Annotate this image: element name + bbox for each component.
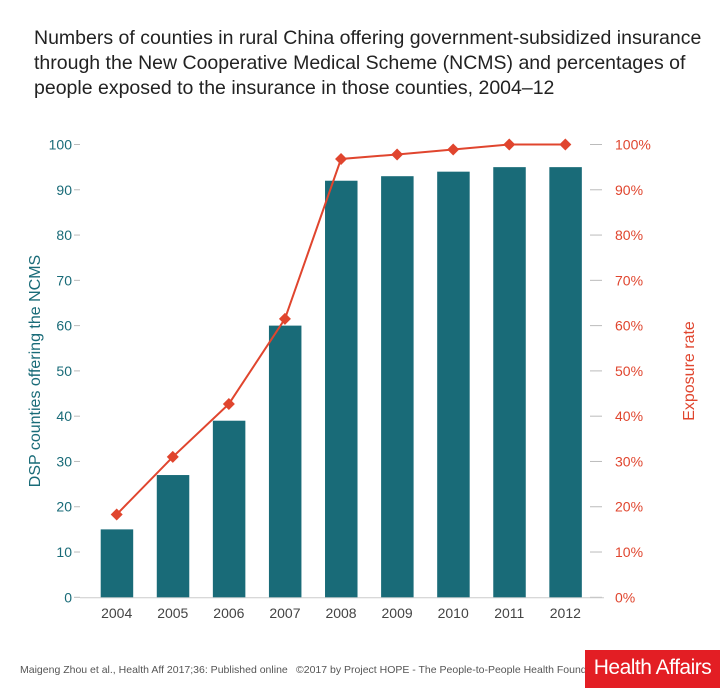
exposure-marker-2006	[222, 397, 235, 410]
x-tick-label: 2008	[325, 605, 356, 621]
exposure-marker-2007	[278, 312, 291, 325]
left-tick-label: 50	[56, 363, 72, 379]
bar-2004	[100, 529, 134, 598]
exposure-marker-2010	[447, 143, 460, 156]
left-tick-label: 70	[56, 272, 72, 288]
right-tick-label: 100%	[615, 137, 651, 153]
left-tick-label: 30	[56, 453, 72, 469]
right-tick-label: 90%	[615, 182, 643, 198]
copyright: ©2017 by Project HOPE - The People-to-Pe…	[296, 664, 633, 676]
bar-2007	[268, 325, 302, 598]
exposure-marker-2004	[110, 508, 123, 521]
x-tick-label: 2010	[438, 605, 469, 621]
exposure-marker-2005	[166, 450, 179, 463]
right-tick-label: 80%	[615, 227, 643, 243]
bar-2009	[381, 176, 414, 598]
right-tick-label: 40%	[615, 408, 643, 424]
left-tick-label: 90	[56, 182, 72, 198]
left-tick-label: 40	[56, 408, 72, 424]
right-tick-label: 60%	[615, 318, 643, 334]
right-axis-label: Exposure rate	[681, 321, 698, 421]
health-affairs-logo: Health Affairs	[585, 650, 720, 688]
right-tick-label: 70%	[615, 272, 643, 288]
x-tick-label: 2007	[269, 605, 300, 621]
left-tick-label: 20	[56, 499, 72, 515]
exposure-marker-2011	[503, 138, 516, 151]
bar-2010	[437, 171, 470, 598]
left-tick-label: 60	[56, 318, 72, 334]
chart-title: Numbers of counties in rural China offer…	[34, 27, 702, 99]
x-tick-label: 2009	[382, 605, 413, 621]
bar-2012	[549, 167, 582, 598]
exposure-marker-2012	[559, 138, 572, 151]
x-tick-label: 2004	[101, 605, 132, 621]
left-tick-label: 100	[49, 137, 73, 153]
left-tick-label: 0	[64, 589, 72, 605]
citation: Maigeng Zhou et al., Health Aff 2017;36:…	[20, 664, 288, 676]
x-tick-label: 2011	[494, 605, 524, 621]
right-tick-label: 30%	[615, 453, 643, 469]
left-tick-label: 10	[56, 544, 72, 560]
left-axis-label: DSP counties offering the NCMS	[27, 255, 44, 487]
bar-2008	[325, 180, 358, 598]
x-tick-label: 2012	[550, 605, 581, 621]
x-tick-label: 2005	[157, 605, 188, 621]
right-tick-label: 10%	[615, 544, 643, 560]
right-tick-label: 20%	[615, 499, 643, 515]
bar-2011	[493, 167, 526, 598]
right-tick-label: 0%	[615, 589, 635, 605]
x-tick-label: 2006	[213, 605, 244, 621]
exposure-marker-2008	[335, 152, 348, 165]
left-tick-label: 80	[56, 227, 72, 243]
bar-2006	[212, 420, 246, 598]
right-tick-label: 50%	[615, 363, 643, 379]
bar-2005	[156, 475, 190, 598]
exposure-marker-2009	[391, 148, 404, 161]
